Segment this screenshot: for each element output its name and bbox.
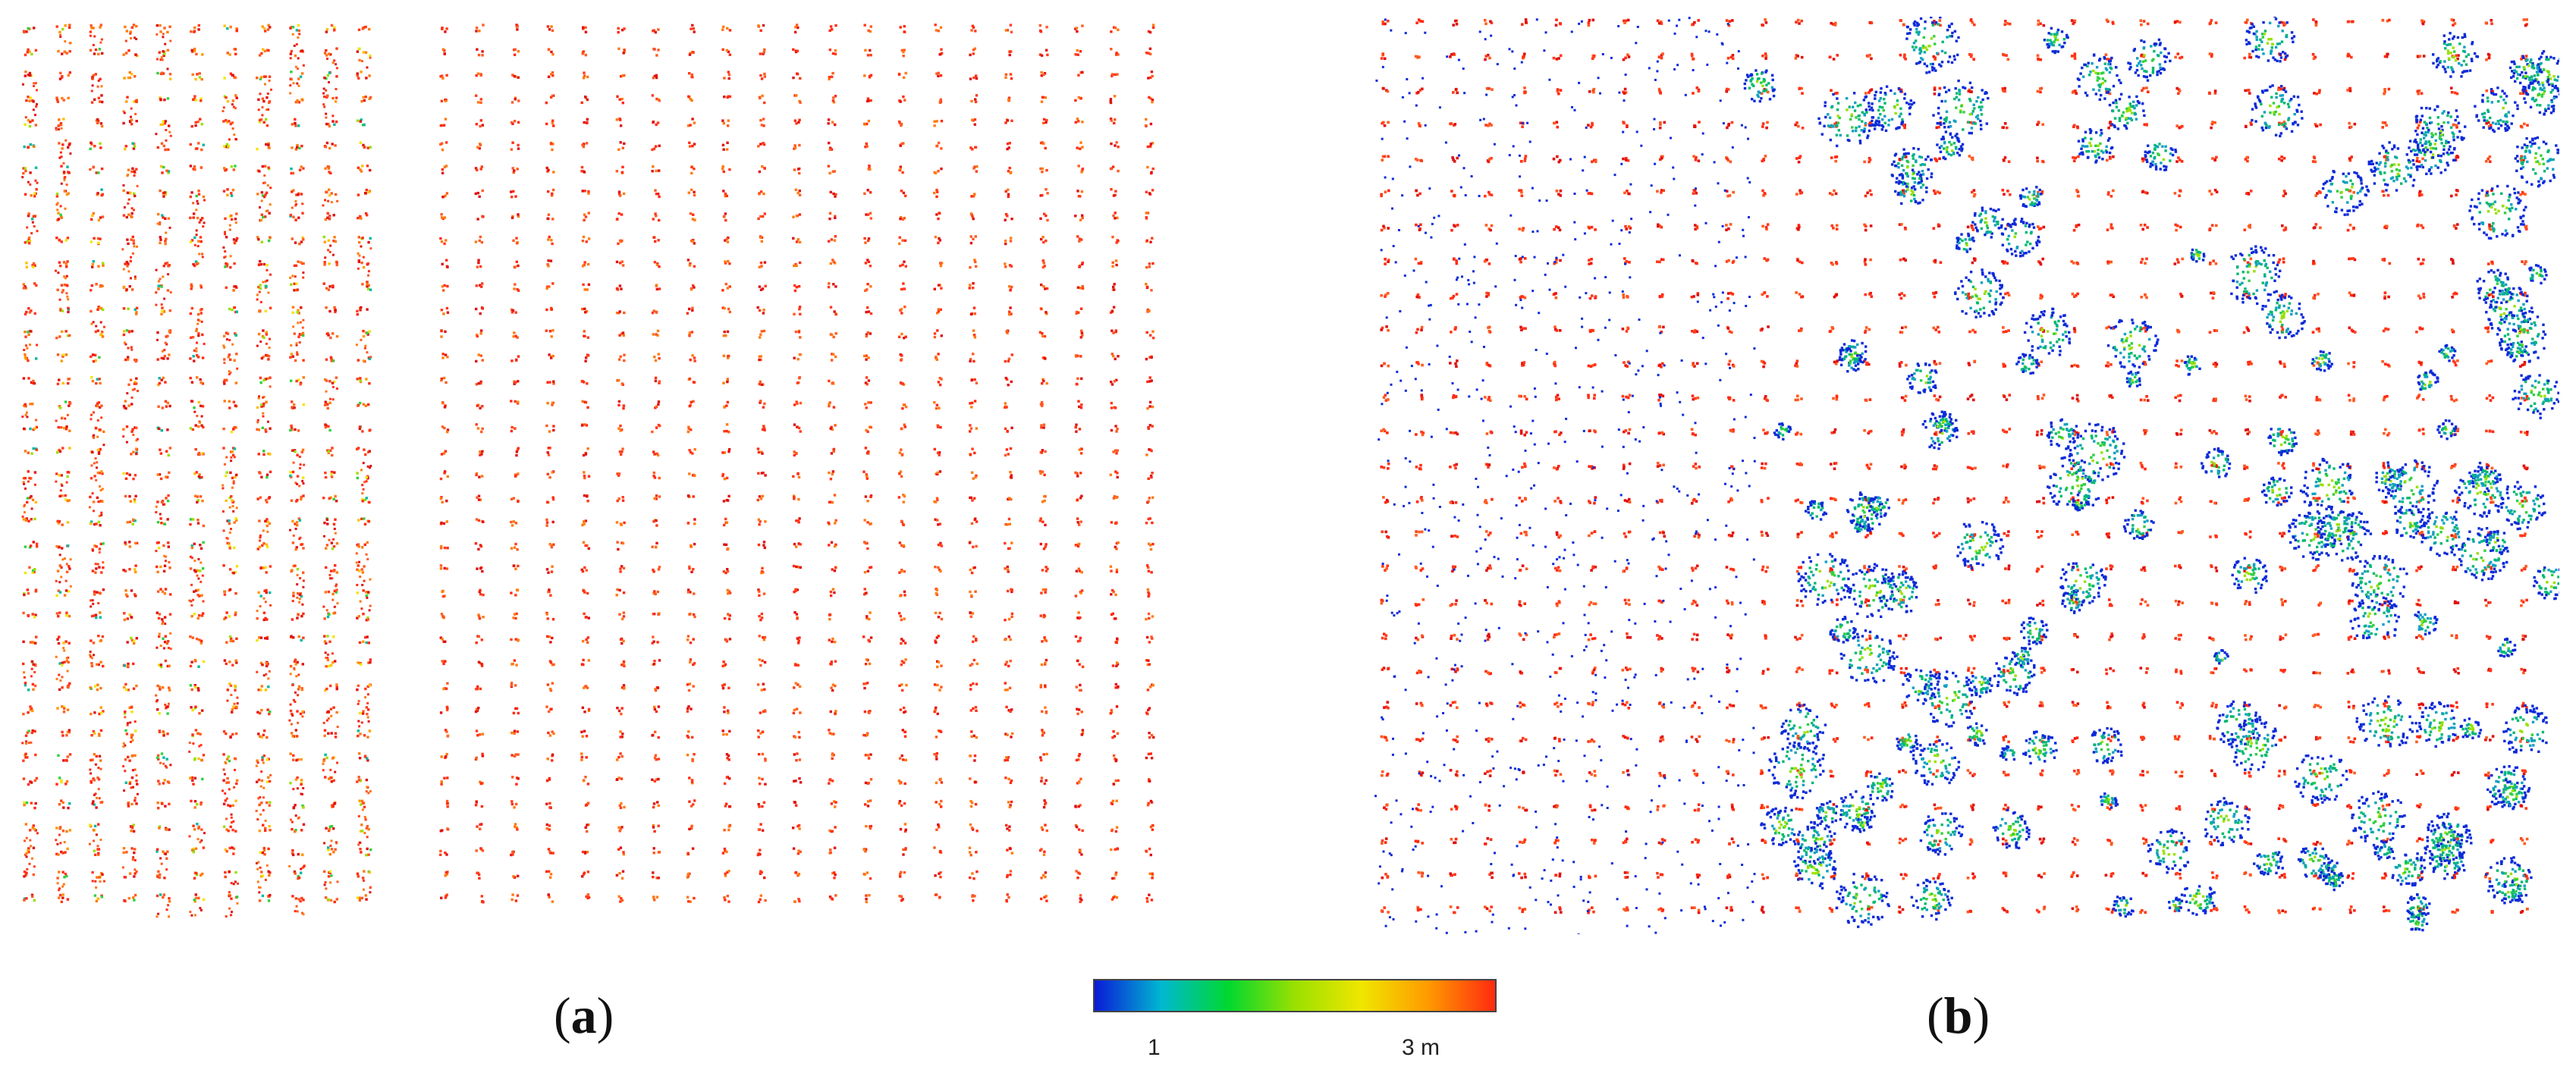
height-colorbar [1093, 979, 1497, 1012]
caption-a-close: ) [596, 987, 614, 1044]
point-cloud-panel-b [1374, 17, 2559, 934]
colorbar-max-label: 3 m [1402, 1035, 1440, 1060]
caption-a: (a) [554, 986, 614, 1046]
caption-b-close: ) [1972, 987, 1990, 1044]
colorbar-min-label: 1 [1148, 1035, 1161, 1060]
point-cloud-plot-a [21, 24, 1155, 918]
caption-a-open: ( [554, 987, 571, 1044]
caption-b: (b) [1927, 986, 1990, 1046]
caption-b-letter: b [1943, 987, 1973, 1044]
point-cloud-panel-a [18, 23, 1176, 925]
caption-b-open: ( [1927, 987, 1944, 1044]
point-cloud-plot-b [1374, 17, 2559, 934]
caption-a-letter: a [570, 987, 597, 1044]
